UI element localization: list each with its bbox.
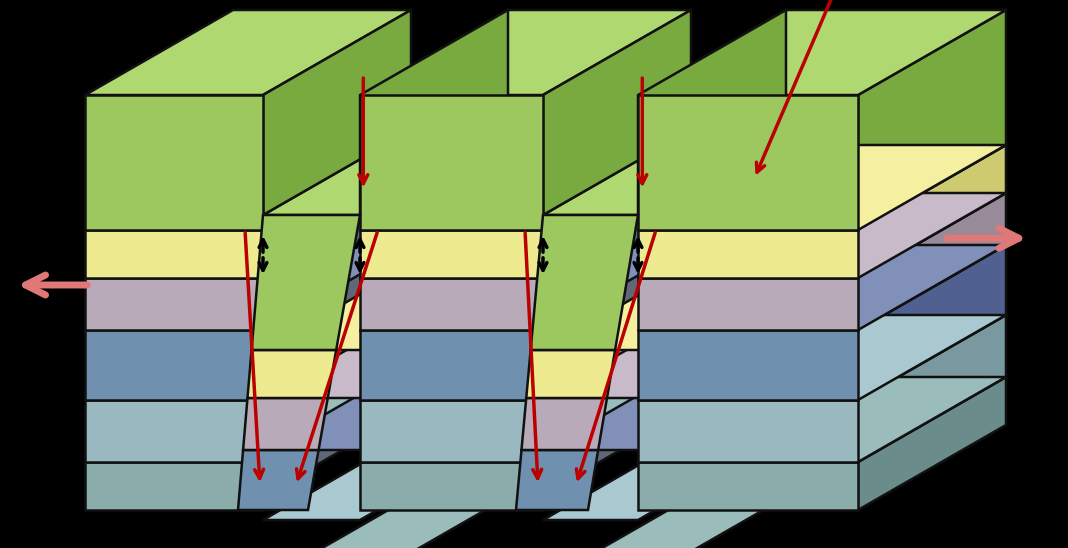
Polygon shape bbox=[85, 315, 411, 400]
Polygon shape bbox=[516, 130, 691, 510]
Polygon shape bbox=[360, 145, 691, 230]
Polygon shape bbox=[85, 193, 411, 278]
Polygon shape bbox=[85, 95, 263, 230]
Polygon shape bbox=[858, 10, 1006, 230]
Polygon shape bbox=[85, 377, 411, 462]
Polygon shape bbox=[858, 245, 1006, 400]
Polygon shape bbox=[85, 462, 263, 510]
Polygon shape bbox=[638, 95, 858, 230]
Polygon shape bbox=[543, 265, 786, 350]
Polygon shape bbox=[543, 365, 786, 450]
Polygon shape bbox=[638, 377, 1006, 462]
Polygon shape bbox=[543, 10, 691, 215]
Polygon shape bbox=[638, 145, 1006, 230]
Polygon shape bbox=[360, 193, 691, 278]
Polygon shape bbox=[85, 10, 411, 95]
Polygon shape bbox=[360, 315, 691, 400]
Polygon shape bbox=[238, 130, 411, 510]
Polygon shape bbox=[85, 230, 263, 278]
Polygon shape bbox=[531, 215, 638, 350]
Polygon shape bbox=[360, 95, 543, 230]
Polygon shape bbox=[638, 10, 786, 215]
Polygon shape bbox=[263, 265, 508, 350]
Polygon shape bbox=[543, 497, 786, 548]
Polygon shape bbox=[638, 10, 1006, 95]
Polygon shape bbox=[263, 497, 508, 548]
Polygon shape bbox=[85, 245, 411, 330]
Polygon shape bbox=[85, 330, 263, 400]
Polygon shape bbox=[360, 10, 691, 95]
Polygon shape bbox=[360, 245, 691, 330]
Polygon shape bbox=[360, 278, 543, 330]
Polygon shape bbox=[248, 350, 336, 398]
Polygon shape bbox=[638, 400, 858, 462]
Polygon shape bbox=[543, 435, 786, 520]
Polygon shape bbox=[263, 313, 508, 398]
Polygon shape bbox=[360, 462, 543, 510]
Polygon shape bbox=[360, 10, 508, 215]
Polygon shape bbox=[858, 193, 1006, 330]
Polygon shape bbox=[85, 145, 411, 230]
Polygon shape bbox=[263, 435, 508, 520]
Polygon shape bbox=[360, 400, 543, 462]
Polygon shape bbox=[360, 377, 691, 462]
Polygon shape bbox=[238, 450, 318, 510]
Polygon shape bbox=[85, 278, 263, 330]
Polygon shape bbox=[638, 330, 858, 400]
Polygon shape bbox=[638, 278, 858, 330]
Polygon shape bbox=[263, 130, 508, 215]
Polygon shape bbox=[516, 450, 598, 510]
Polygon shape bbox=[360, 230, 543, 278]
Polygon shape bbox=[244, 398, 328, 450]
Polygon shape bbox=[263, 10, 411, 215]
Polygon shape bbox=[263, 365, 508, 450]
Polygon shape bbox=[858, 377, 1006, 510]
Polygon shape bbox=[638, 230, 858, 278]
Polygon shape bbox=[360, 330, 543, 400]
Polygon shape bbox=[543, 313, 786, 398]
Polygon shape bbox=[858, 315, 1006, 462]
Polygon shape bbox=[638, 193, 1006, 278]
Polygon shape bbox=[521, 398, 607, 450]
Polygon shape bbox=[858, 145, 1006, 278]
Polygon shape bbox=[638, 462, 858, 510]
Polygon shape bbox=[638, 245, 1006, 330]
Polygon shape bbox=[85, 400, 263, 462]
Polygon shape bbox=[527, 350, 615, 398]
Polygon shape bbox=[252, 215, 360, 350]
Polygon shape bbox=[543, 130, 786, 215]
Polygon shape bbox=[638, 315, 1006, 400]
